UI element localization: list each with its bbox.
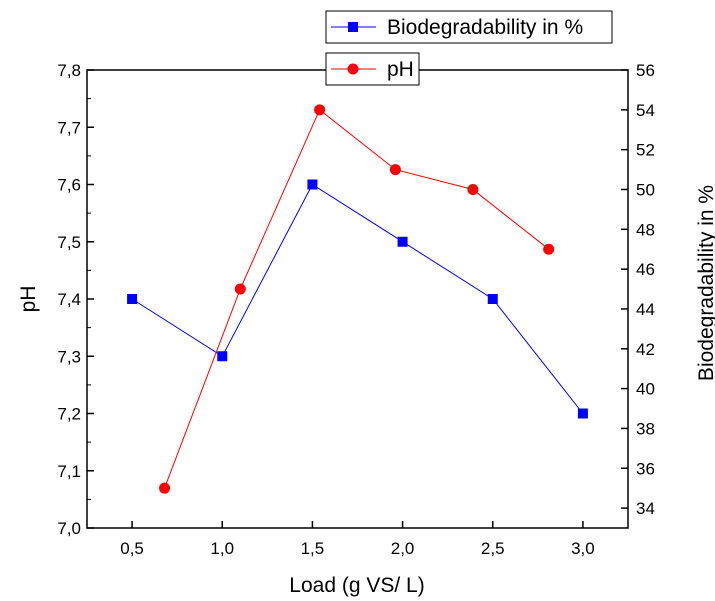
y-tick-label: 7,5 [57, 233, 81, 252]
y2-tick-label: 44 [636, 300, 655, 319]
y2-tick-label: 56 [636, 61, 655, 80]
legend-marker-biodegradability [348, 22, 358, 32]
series-line-ph [164, 109, 550, 489]
y-axis-left: 7,0 7,1 7,2 7,3 7,4 7,5 7,6 7,7 7,8 [57, 61, 94, 538]
data-point-biodegradability [217, 351, 228, 362]
y2-tick-label: 52 [636, 141, 655, 160]
data-point-ph [159, 482, 171, 494]
data-point-ph [389, 164, 401, 176]
x-tick-label: 2,0 [391, 539, 415, 558]
x-tick-label: 1,5 [301, 539, 325, 558]
y-tick-label: 7,4 [57, 290, 81, 309]
y-tick-label: 7,1 [57, 462, 81, 481]
y-tick-label: 7,8 [57, 61, 81, 80]
legend: Biodegradability in % pH [325, 10, 613, 86]
plot-frame [86, 69, 629, 529]
x-tick-label: 2,5 [481, 539, 505, 558]
data-point-ph [467, 183, 479, 195]
legend-label-biodegradability: Biodegradability in % [387, 16, 583, 39]
data-point-ph [234, 283, 246, 295]
data-point-biodegradability [127, 294, 138, 304]
y2-tick-label: 34 [636, 499, 655, 518]
y2-tick-label: 54 [636, 101, 655, 120]
y2-tick-label: 42 [636, 340, 655, 359]
y-tick-label: 7,2 [57, 405, 81, 424]
legend-marker-ph [347, 63, 359, 75]
y2-tick-label: 48 [636, 220, 655, 239]
y2-tick-label: 40 [636, 380, 655, 399]
data-point-biodegradability [307, 179, 318, 190]
series-line-biodegradability [131, 183, 584, 414]
data-point-biodegradability [577, 408, 588, 419]
x-tick-label: 0,5 [120, 539, 144, 558]
y2-axis-title: Biodegradability in % [695, 185, 715, 381]
data-point-biodegradability [487, 294, 498, 304]
x-axis: 0,5 1,0 1,5 2,0 2,5 3,0 [120, 521, 595, 558]
x-tick-label: 3,0 [571, 539, 595, 558]
y2-tick-label: 50 [636, 180, 655, 199]
y-tick-label: 7,6 [57, 176, 81, 195]
y-axis-title: pH [17, 286, 40, 313]
x-axis-title: Load (g VS/ L) [289, 574, 424, 597]
y-tick-label: 7,3 [57, 347, 81, 366]
y-tick-label: 7,7 [57, 118, 81, 137]
y-tick-label: 7,0 [57, 519, 81, 538]
data-point-ph [543, 243, 555, 255]
series-layer [127, 104, 588, 494]
y2-tick-label: 38 [636, 419, 655, 438]
legend-label-ph: pH [387, 58, 414, 81]
x-tick-label: 1,0 [210, 539, 234, 558]
data-point-biodegradability [397, 236, 408, 247]
y2-tick-label: 36 [636, 459, 655, 478]
data-point-ph [314, 104, 326, 116]
y2-tick-label: 46 [636, 260, 655, 279]
y-axis-right: 34 36 38 40 42 44 46 48 50 52 54 56 [621, 61, 655, 518]
